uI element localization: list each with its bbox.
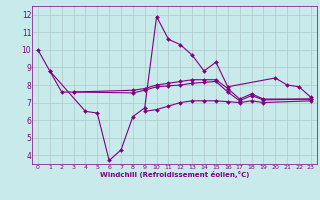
X-axis label: Windchill (Refroidissement éolien,°C): Windchill (Refroidissement éolien,°C) <box>100 171 249 178</box>
